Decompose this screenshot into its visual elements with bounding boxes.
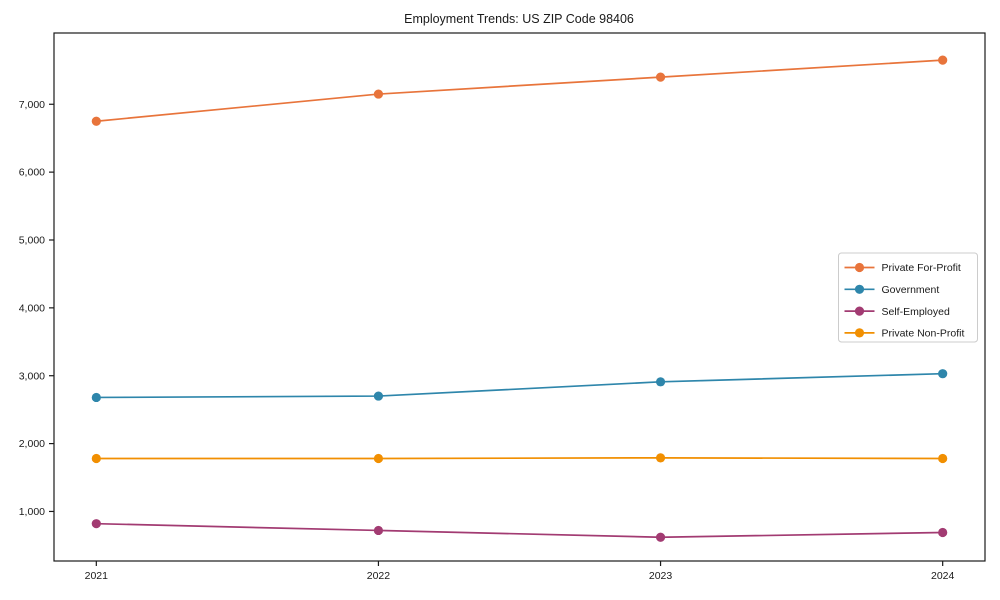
- data-point-self-employed-2021: [91, 519, 101, 529]
- data-point-private-non-profit-2021: [91, 453, 101, 464]
- data-point-private-non-profit-2022: [373, 453, 384, 464]
- data-point-government-2023: [655, 377, 666, 387]
- legend-item: Private Non-Profit: [844, 328, 965, 340]
- y-tick-label: 7,000: [19, 99, 45, 111]
- data-point-private-for-profit-2022: [373, 89, 384, 99]
- series-line-private-non-profit: [95, 456, 944, 460]
- data-point-private-for-profit-2023: [655, 72, 666, 82]
- data-point-private-for-profit-2024: [938, 55, 948, 65]
- legend-label: Government: [882, 284, 940, 296]
- series-line-government: [95, 372, 944, 399]
- y-tick-label: 3,000: [19, 370, 45, 382]
- x-tick-label: 2024: [931, 570, 955, 582]
- data-point-government-2024: [938, 369, 948, 379]
- legend-label: Private For-Profit: [882, 262, 961, 274]
- legend-marker-icon: [854, 328, 865, 338]
- chart-title: Employment Trends: US ZIP Code 98406: [404, 12, 634, 26]
- legend-item: Government: [844, 284, 940, 296]
- data-point-self-employed-2024: [938, 527, 948, 538]
- legend-item: Self-Employed: [844, 306, 950, 318]
- y-tick-label: 1,000: [19, 506, 45, 518]
- x-tick-label: 2021: [85, 570, 109, 582]
- data-point-government-2022: [373, 391, 384, 401]
- data-point-private-for-profit-2021: [91, 116, 101, 126]
- data-point-private-non-profit-2024: [938, 453, 948, 464]
- y-tick-label: 6,000: [19, 167, 45, 179]
- plot-border: [53, 32, 986, 562]
- legend-marker-icon: [854, 306, 865, 316]
- series-line-private-for-profit: [95, 59, 944, 123]
- data-point-self-employed-2023: [655, 532, 666, 542]
- y-tick-label: 5,000: [19, 235, 45, 247]
- legend-marker-icon: [854, 284, 865, 294]
- legend-marker-icon: [854, 262, 865, 273]
- data-point-private-non-profit-2023: [655, 453, 666, 463]
- series-layer: [91, 55, 948, 542]
- legend-box: [838, 252, 978, 343]
- series-line-self-employed: [95, 522, 944, 539]
- y-tick-label: 2,000: [19, 438, 45, 450]
- legend: Private For-Profit Government Self-Employe…: [838, 252, 978, 343]
- legend-label: Self-Employed: [882, 306, 950, 318]
- legend-label: Private Non-Profit: [882, 328, 965, 340]
- data-point-self-employed-2022: [373, 525, 384, 536]
- data-point-government-2021: [91, 392, 101, 403]
- y-tick-label: 4,000: [19, 302, 45, 314]
- axis-ticks: 1,000 2,000 3,000 4,000 5,000 6,000 7,000 2021 2…: [19, 99, 955, 582]
- x-tick-label: 2022: [367, 570, 391, 582]
- legend-item: Private For-Profit: [844, 262, 961, 274]
- x-tick-label: 2023: [649, 570, 673, 582]
